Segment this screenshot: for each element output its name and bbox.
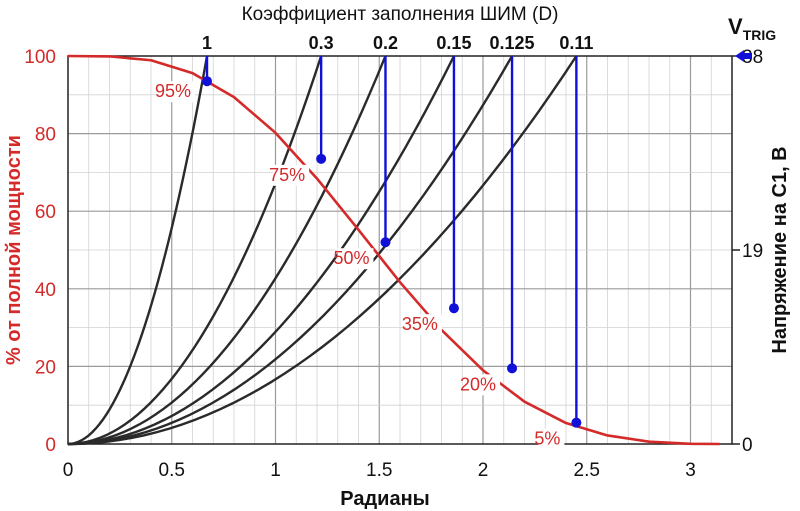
y-tick-label-left: 80 <box>35 125 56 146</box>
x-axis-label: Радианы <box>340 488 429 510</box>
y-tick-label-right: 38 <box>742 47 763 68</box>
y-tick-label-left: 40 <box>35 280 56 301</box>
markers: 95% 75% 50% 35% 20% 5% 1 0.3 0.2 0.15 0.125 0.11 <box>155 33 593 450</box>
y-axis-label-left: % от полной мощности <box>3 135 25 365</box>
percent-label: 20% <box>460 374 496 394</box>
x-tick-label: 2 <box>478 460 489 481</box>
vtrig-main: V <box>728 14 743 39</box>
duty-label: 0.15 <box>436 33 471 53</box>
percent-label-bg <box>405 314 442 336</box>
duty-curve-0.2 <box>67 55 387 446</box>
duty-label: 0.3 <box>309 33 334 53</box>
y-tick-label-right: 19 <box>742 241 763 262</box>
y-tick-label-right: 0 <box>742 435 753 456</box>
percent-label: 75% <box>269 165 305 185</box>
vtrig-arrow-icon <box>735 50 752 62</box>
x-tick-label: 1.5 <box>366 460 392 481</box>
duty-curve-0.11 <box>67 55 578 446</box>
y-axis-label-right: Напряжение на C1, В <box>769 146 791 353</box>
x-tick-label: 2.5 <box>574 460 600 481</box>
ticks: 0 0.5 1 1.5 2 2.5 3 0 20 40 60 80 100 0 19 38 <box>24 47 763 481</box>
marker-point <box>448 303 459 314</box>
y-tick-label-left: 100 <box>24 47 56 68</box>
x-tick-label: 1 <box>270 460 281 481</box>
duty-label: 0.11 <box>559 33 593 53</box>
duty-label: 0.125 <box>490 33 535 53</box>
y-tick-label-left: 60 <box>35 202 56 223</box>
duty-label: 1 <box>202 33 212 53</box>
marker-point <box>202 76 213 87</box>
duty-label: 0.2 <box>373 33 398 53</box>
x-tick-label: 0 <box>63 460 74 481</box>
percent-label-bg <box>159 81 196 103</box>
percent-label: 50% <box>333 248 369 268</box>
x-tick-label: 0.5 <box>159 460 185 481</box>
vtrig-label: VTRIG <box>728 14 776 43</box>
percent-label-bg <box>337 248 374 270</box>
marker-point <box>316 153 327 164</box>
y-tick-label-left: 20 <box>35 357 56 378</box>
duty-curve-0.125 <box>67 55 514 446</box>
marker-point <box>380 237 391 248</box>
duty-curves <box>67 55 578 446</box>
percent-label: 35% <box>402 314 438 334</box>
power-curve <box>67 54 720 446</box>
vtrig-sub: TRIG <box>743 27 777 43</box>
y-tick-label-left: 0 <box>45 435 56 456</box>
marker-point <box>571 417 582 428</box>
percent-label-bg <box>538 428 565 450</box>
duty-curve-0.15 <box>67 55 456 446</box>
percent-label-bg <box>464 374 501 396</box>
percent-label: 5% <box>534 429 560 449</box>
power-curve-group <box>67 54 720 446</box>
marker-point <box>507 363 518 374</box>
chart-title: Коэффициент заполнения ШИМ (D) <box>242 4 559 25</box>
duty-curve-1 <box>67 55 209 446</box>
percent-label-bg <box>273 164 310 186</box>
percent-label: 95% <box>155 81 191 101</box>
x-tick-label: 3 <box>685 460 696 481</box>
